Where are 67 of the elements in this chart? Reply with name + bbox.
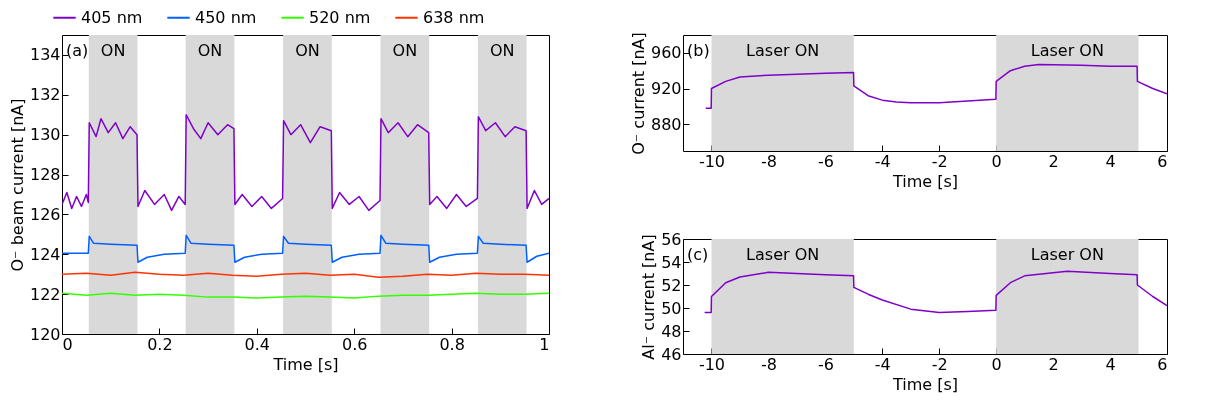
y-axis-title: O⁻ beam current [nA] [7,98,27,272]
band-label: ON [392,41,418,60]
x-tick-label: 0.4 [244,334,271,354]
y-tick-label: 54 [661,252,682,272]
annotation: (b) [687,41,710,60]
x-tick-label: -8 [760,354,777,374]
y-tick-label: 122 [29,284,61,304]
band-label: Laser ON [1030,245,1104,264]
band-label: ON [100,41,126,60]
x-tick-label: -10 [698,354,726,374]
band-label: ON [489,41,515,60]
y-axis-title: Al⁻ current [nA] [639,234,659,360]
y-tick-label: 134 [29,45,61,65]
y-tick-label: 132 [29,85,61,105]
line-series [705,63,1167,109]
band-label: Laser ON [746,245,820,264]
y-tick-label: 120 [29,324,61,344]
y-tick-label: 56 [661,229,682,249]
y-tick-label: 124 [29,244,61,264]
x-tick-label: -4 [874,151,891,171]
annotation: (c) [687,245,709,264]
y-tick-label: 880 [650,114,682,134]
y-tick-label: 50 [661,298,682,318]
y-tick-label: 126 [29,204,61,224]
x-tick-label: 6 [1157,151,1168,171]
x-tick-label: -2 [931,151,948,171]
band-label: ON [295,41,320,60]
y-tick-label: 52 [661,275,682,295]
line-series [62,234,549,263]
x-tick-label: -6 [817,151,834,171]
annotation: (a) [66,41,89,60]
x-tick-label: -6 [817,354,834,374]
legend-label: 405 nm [81,7,143,27]
x-axis-title: Time [s] [272,354,339,374]
band-label: Laser ON [746,41,820,60]
y-tick-label: 46 [661,344,682,364]
legend-label: 638 nm [423,7,485,27]
x-tick-label: 0.2 [147,334,173,354]
y-tick-label: 920 [650,79,682,99]
x-axis-title: Time [s] [891,374,959,394]
x-tick-label: 2 [1048,151,1059,171]
x-tick-label: 0.6 [341,334,368,354]
line-series [62,113,549,212]
x-tick-label: -4 [874,354,891,374]
x-tick-label: 2 [1048,354,1059,374]
y-axis-title: O⁻ current [nA] [628,32,648,155]
x-tick-label: 0 [991,354,1002,374]
x-tick-label: 0.8 [439,334,465,354]
x-tick-label: 1 [539,334,550,354]
x-tick-label: 6 [1157,354,1168,374]
legend-label: 450 nm [195,7,257,27]
x-tick-label: 0 [62,334,73,354]
x-tick-label: 4 [1105,151,1116,171]
legend-label: 520 nm [309,7,371,27]
y-tick-label: 48 [661,321,682,341]
y-tick-label: 128 [29,165,61,185]
x-tick-label: -10 [698,151,726,171]
band-label: Laser ON [1030,41,1104,60]
x-tick-label: 4 [1105,354,1116,374]
line-series [703,270,1167,314]
x-axis-title: Time [s] [891,171,959,191]
x-tick-label: -8 [760,151,777,171]
x-tick-label: 0 [991,151,1002,171]
band-label: ON [197,41,223,60]
y-tick-label: 960 [650,43,682,63]
y-tick-label: 130 [29,125,61,145]
x-tick-label: -2 [931,354,948,374]
